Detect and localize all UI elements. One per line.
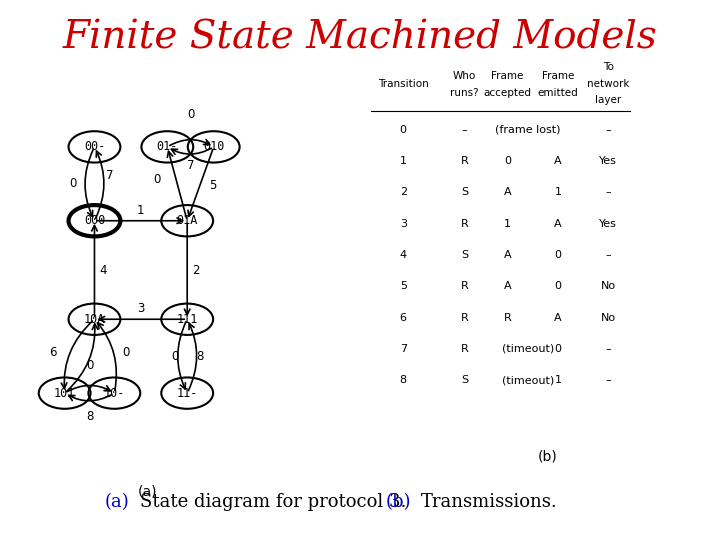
Text: 5: 5 xyxy=(210,179,217,192)
Text: 101: 101 xyxy=(54,387,76,400)
Text: 1: 1 xyxy=(400,156,407,166)
Text: 7: 7 xyxy=(186,159,194,172)
Text: (timeout): (timeout) xyxy=(502,344,554,354)
Text: 010: 010 xyxy=(203,140,225,153)
Text: 10A: 10A xyxy=(84,313,105,326)
Text: 1: 1 xyxy=(137,204,145,217)
Text: 01A: 01A xyxy=(176,214,198,227)
Text: No: No xyxy=(600,281,616,291)
Text: S: S xyxy=(461,250,468,260)
Text: Yes: Yes xyxy=(600,219,617,228)
Text: layer: layer xyxy=(595,95,621,105)
Text: Who: Who xyxy=(453,71,476,80)
Text: R: R xyxy=(504,313,511,322)
Text: 5: 5 xyxy=(400,281,407,291)
Text: 0: 0 xyxy=(69,177,76,190)
Text: A: A xyxy=(504,281,511,291)
Text: 0: 0 xyxy=(554,344,562,354)
Text: 0: 0 xyxy=(186,107,194,120)
Text: To: To xyxy=(603,63,614,72)
Text: –: – xyxy=(606,375,611,385)
Text: runs?: runs? xyxy=(450,89,479,98)
Text: S: S xyxy=(461,375,468,385)
Text: No: No xyxy=(600,313,616,322)
Text: R: R xyxy=(461,219,468,228)
Text: 111: 111 xyxy=(176,313,198,326)
Text: 0: 0 xyxy=(153,173,161,186)
Text: R: R xyxy=(461,344,468,354)
Text: network: network xyxy=(587,79,630,89)
Text: 01-: 01- xyxy=(157,140,178,153)
Text: A: A xyxy=(554,156,562,166)
Text: 4: 4 xyxy=(400,250,407,260)
Text: 3: 3 xyxy=(137,302,145,315)
Text: 0: 0 xyxy=(554,250,562,260)
Text: 0: 0 xyxy=(554,281,562,291)
Text: 0: 0 xyxy=(400,125,407,134)
Text: 0: 0 xyxy=(86,359,93,372)
Text: (b): (b) xyxy=(537,449,557,463)
Text: A: A xyxy=(554,313,562,322)
Text: 1: 1 xyxy=(554,187,562,197)
Text: 3: 3 xyxy=(400,219,407,228)
Text: 7: 7 xyxy=(106,169,113,182)
Text: S: S xyxy=(461,187,468,197)
Text: 0: 0 xyxy=(122,346,130,359)
Text: (timeout): (timeout) xyxy=(502,375,554,385)
Text: 7: 7 xyxy=(400,344,407,354)
Text: State diagram for protocol 3.: State diagram for protocol 3. xyxy=(140,493,418,511)
Text: 2: 2 xyxy=(192,264,199,276)
Text: 1: 1 xyxy=(504,219,511,228)
Text: A: A xyxy=(504,250,511,260)
Text: Frame: Frame xyxy=(542,71,574,80)
Text: 10-: 10- xyxy=(104,387,125,400)
Text: Yes: Yes xyxy=(600,156,617,166)
Text: Finite State Machined Models: Finite State Machined Models xyxy=(63,19,657,56)
Text: Transmissions.: Transmissions. xyxy=(421,493,558,511)
Text: 8: 8 xyxy=(86,410,93,423)
Text: 1: 1 xyxy=(554,375,562,385)
Text: 000: 000 xyxy=(84,214,105,227)
Text: emitted: emitted xyxy=(538,89,578,98)
Text: –: – xyxy=(606,250,611,260)
Text: 6: 6 xyxy=(400,313,407,322)
Text: 8: 8 xyxy=(400,375,407,385)
Text: –: – xyxy=(606,125,611,134)
Text: R: R xyxy=(461,281,468,291)
Text: R: R xyxy=(461,156,468,166)
Text: (a): (a) xyxy=(138,484,157,498)
Text: –: – xyxy=(606,344,611,354)
Text: A: A xyxy=(554,219,562,228)
Text: 4: 4 xyxy=(99,264,107,276)
Text: –: – xyxy=(606,187,611,197)
Text: A: A xyxy=(504,187,511,197)
Text: 11-: 11- xyxy=(176,387,198,400)
Text: 2: 2 xyxy=(400,187,407,197)
Text: (a): (a) xyxy=(104,493,129,511)
Text: 6: 6 xyxy=(49,346,57,359)
Text: 00-: 00- xyxy=(84,140,105,153)
Text: –: – xyxy=(462,125,467,134)
Text: 0: 0 xyxy=(504,156,511,166)
Text: R: R xyxy=(461,313,468,322)
Text: Frame: Frame xyxy=(492,71,523,80)
Text: (frame lost): (frame lost) xyxy=(495,125,560,134)
Text: 0: 0 xyxy=(171,350,179,363)
Text: 8: 8 xyxy=(196,350,204,363)
Text: accepted: accepted xyxy=(484,89,531,98)
Text: (b): (b) xyxy=(385,493,410,511)
Text: Transition: Transition xyxy=(378,79,428,89)
